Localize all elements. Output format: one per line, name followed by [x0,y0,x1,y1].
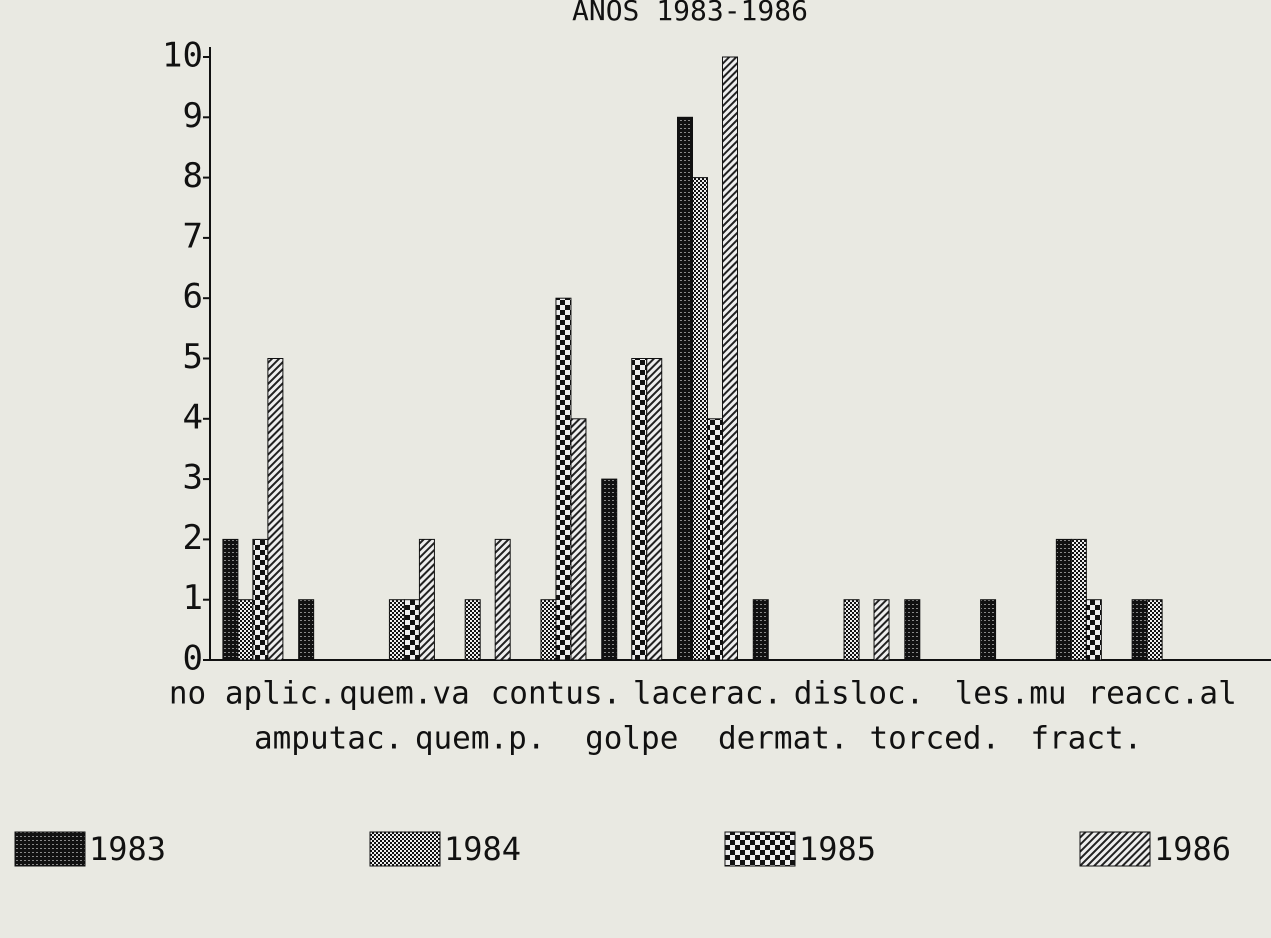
legend-label: 1986 [1154,830,1231,868]
bar [752,599,769,661]
x-tick-label: contus. [491,676,622,712]
y-tick-label: 0 [183,639,203,679]
legend-swatch [724,831,796,867]
x-tick-label: fract. [1030,721,1142,757]
legend-swatch [1079,831,1151,867]
bar [464,599,481,661]
x-tick-label: golpe [585,721,678,757]
legend-swatch [14,831,86,867]
legend-label: 1983 [89,830,166,868]
y-tick-label: 1 [183,578,203,618]
bar [252,538,269,661]
y-tick-label: 7 [183,216,203,256]
bar [646,358,663,661]
bar [403,599,420,661]
x-tick-label: quem.p. [415,721,546,757]
y-tick-label: 9 [183,96,203,136]
y-tick-label: 4 [183,397,203,437]
x-tick-label: disloc. [794,676,925,712]
x-tick-label: quem.va [339,676,470,712]
legend-swatch [369,831,441,867]
legend-label: 1985 [799,830,876,868]
y-tick-label: 8 [183,156,203,196]
bar [222,538,239,661]
x-tick-label: reacc.al [1087,676,1236,712]
bar [570,418,587,661]
x-tick-label: dermat. [718,721,849,757]
bar [722,56,738,661]
bar [1055,538,1072,661]
bar [540,599,557,661]
bar [707,418,723,661]
y-tick-label: 5 [183,337,203,377]
x-tick-label: les.mu [955,676,1067,712]
x-tick-label: no aplic. [169,676,337,712]
bar [904,599,921,661]
bar [388,599,405,661]
bar [843,599,860,661]
bar [1131,599,1148,661]
bar [494,538,511,661]
x-tick-label: amputac. [254,721,403,757]
bar [1085,599,1102,661]
bar [873,599,890,661]
bar [631,358,648,661]
bar [1146,599,1163,661]
bar [418,538,435,661]
legend-label: 1984 [444,830,521,868]
y-tick-label: 6 [183,277,203,317]
bar [1070,538,1087,661]
bar [267,358,284,661]
bar [601,478,618,661]
bar [298,599,315,661]
x-tick-label: torced. [869,721,1000,757]
chart-title: ANOS 1983-1986 [572,0,808,27]
bar [692,177,708,661]
bar [980,599,997,661]
bar [677,116,693,661]
y-tick-label: 10 [162,36,203,76]
y-tick-label: 2 [183,518,203,558]
x-tick-label: lacerac. [633,676,782,712]
y-tick-label: 3 [183,458,203,498]
bar [237,599,254,661]
bar [555,297,572,661]
